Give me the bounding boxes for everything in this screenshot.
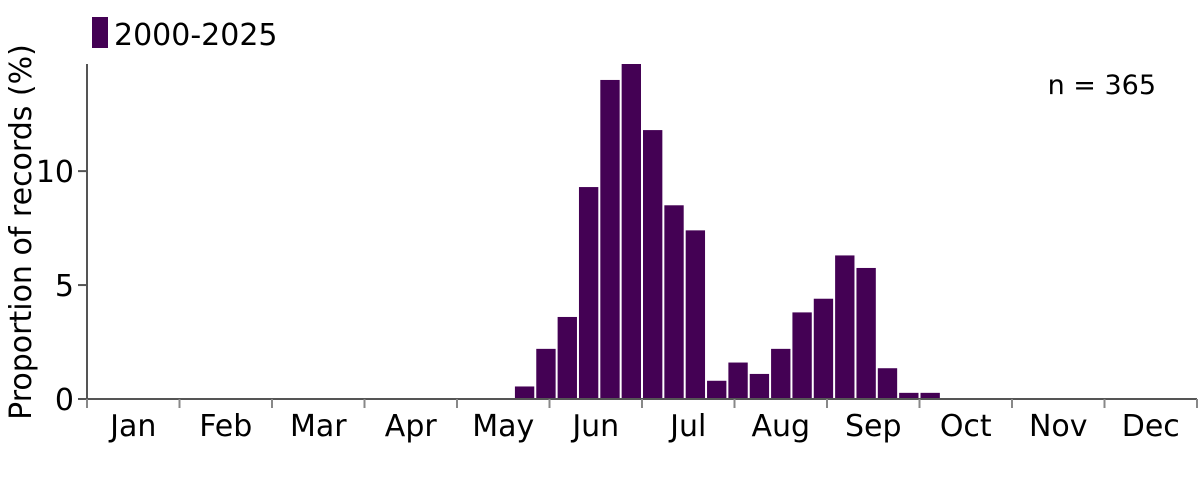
bar-week-26 bbox=[643, 130, 663, 399]
bar-week-32 bbox=[771, 348, 791, 399]
bar-week-34 bbox=[813, 298, 834, 399]
y-tick-label: 5 bbox=[55, 269, 74, 304]
legend-label: 2000-2025 bbox=[114, 18, 278, 53]
bars bbox=[514, 64, 940, 399]
x-tick-label-aug: Aug bbox=[751, 409, 810, 444]
y-axis-ticks: 0 5 10 bbox=[36, 155, 87, 418]
x-tick-label-feb: Feb bbox=[199, 409, 252, 444]
bar-week-38 bbox=[899, 392, 919, 399]
x-tick-label-may: May bbox=[472, 409, 534, 444]
x-tick-label-jan: Jan bbox=[108, 409, 156, 444]
bar-week-20 bbox=[514, 386, 535, 399]
bar-week-35 bbox=[835, 255, 855, 399]
bar-week-28 bbox=[685, 230, 706, 399]
bar-week-21 bbox=[536, 348, 556, 399]
y-tick-label: 0 bbox=[55, 383, 74, 418]
sample-size-annotation: n = 365 bbox=[1048, 70, 1156, 101]
bar-week-25 bbox=[621, 64, 641, 399]
bar-week-24 bbox=[600, 79, 620, 399]
bar-week-29 bbox=[707, 380, 727, 399]
bar-week-31 bbox=[749, 373, 770, 399]
x-tick-label-dec: Dec bbox=[1122, 409, 1180, 444]
bar-week-39 bbox=[920, 392, 940, 399]
x-tick-label-apr: Apr bbox=[385, 409, 438, 444]
bar-week-23 bbox=[578, 187, 599, 399]
x-tick-label-jun: Jun bbox=[570, 409, 619, 444]
bar-week-37 bbox=[877, 368, 898, 399]
x-tick-label-mar: Mar bbox=[290, 409, 347, 444]
bar-week-30 bbox=[728, 362, 748, 399]
x-axis-ticks: Jan Feb Mar Apr May Jun Jul Aug Sep Oct Nov Dec bbox=[86, 399, 1198, 444]
bar-week-33 bbox=[792, 312, 812, 399]
y-tick-label: 10 bbox=[36, 155, 74, 190]
legend-swatch bbox=[92, 17, 108, 48]
bar-week-27 bbox=[664, 205, 684, 399]
x-tick-label-nov: Nov bbox=[1029, 409, 1088, 444]
legend: 2000-2025 bbox=[92, 17, 278, 53]
bar-week-22 bbox=[557, 316, 577, 399]
y-axis-title: Proportion of records (%) bbox=[4, 44, 39, 420]
x-tick-label-oct: Oct bbox=[940, 409, 992, 444]
x-tick-label-jul: Jul bbox=[668, 409, 706, 444]
x-tick-label-sep: Sep bbox=[845, 409, 902, 444]
bar-week-36 bbox=[856, 267, 876, 399]
